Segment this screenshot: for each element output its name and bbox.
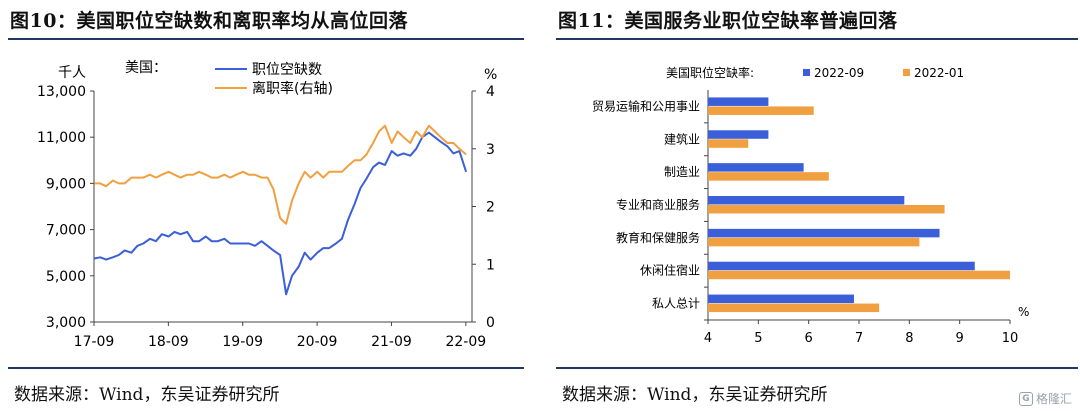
bar [708, 237, 920, 247]
top-rule [556, 38, 1078, 40]
category-label: 建筑业 [664, 131, 700, 146]
x-tick-label: 9 [956, 331, 964, 346]
y-tick-label-left: 11,000 [37, 130, 86, 146]
bar [708, 97, 769, 106]
y-tick-label-left: 5,000 [46, 269, 86, 285]
legend-prefix: 美国职位空缺率: [666, 65, 754, 80]
x-tick-label: 4 [704, 331, 712, 346]
x-tick-label: 17-09 [74, 334, 115, 350]
category-label: 休闲住宿业 [640, 263, 700, 278]
source-note: 数据来源：Wind，东吴证券研究所 [14, 385, 280, 405]
watermark: G 格隆汇 [1018, 390, 1072, 407]
legend-label: 职位空缺数 [252, 62, 322, 78]
x-tick-label: 6 [805, 331, 813, 346]
legend-swatch [903, 69, 910, 76]
top-rule [8, 38, 524, 40]
bar [708, 294, 854, 304]
x-tick-label: 21-09 [371, 334, 412, 350]
category-label: 贸易运输和公用事业 [592, 98, 700, 113]
line-chart: 3,000 5,000 7,000 9,000 11,000 13,000 0 1 2 3 4 17-… [37, 60, 497, 350]
figure-title: 图11：美国服务业职位空缺率普遍回落 [558, 10, 898, 32]
legend-label: 2022-09 [814, 66, 864, 80]
bar [708, 163, 804, 172]
x-tick-label: 10 [1002, 331, 1019, 346]
y-tick-label-right: 1 [486, 257, 495, 273]
x-tick-label: 7 [855, 331, 863, 346]
bar [708, 228, 940, 238]
legend-prefix: 美国： [125, 60, 167, 76]
bar [708, 172, 829, 181]
x-axis-unit: % [1018, 305, 1029, 319]
x-tick-label: 19-09 [222, 334, 263, 350]
bar [708, 139, 749, 148]
x-tick-label: 22-09 [445, 334, 486, 350]
category-label: 制造业 [664, 165, 700, 179]
x-tick-label: 18-09 [148, 334, 189, 350]
right-figure: 图11：美国服务业职位空缺率普遍回落 4 5 6 7 8 9 10% 贸易运输和公用事业建筑业… [548, 0, 1080, 411]
legend-label: 2022-01 [914, 66, 964, 80]
bar [708, 205, 945, 214]
right-axis-unit: % [484, 67, 497, 83]
bar-chart: 4 5 6 7 8 9 10% 贸易运输和公用事业建筑业制造业专业和商业服务教育和保健服务休闲… [592, 65, 1029, 346]
y-tick-label-left: 9,000 [46, 176, 86, 192]
figure-title: 图10：美国职位空缺数和离职率均从高位回落 [10, 10, 408, 32]
left-axis-unit: 千人 [58, 65, 86, 81]
y-tick-label-right: 2 [486, 200, 495, 216]
y-tick-label-right: 4 [486, 84, 495, 100]
category-label: 私人总计 [652, 297, 700, 311]
bottom-rule [556, 367, 1078, 369]
watermark-logo-icon: G [1018, 391, 1033, 406]
bar [708, 261, 975, 271]
category-label: 教育和保健服务 [616, 230, 700, 245]
series-line [94, 131, 468, 296]
bar [708, 106, 814, 115]
y-tick-label-left: 13,000 [37, 84, 86, 100]
legend-label: 离职率(右轴) [252, 80, 333, 97]
y-tick-label-right: 0 [486, 315, 495, 331]
y-tick-label-right: 3 [486, 142, 495, 158]
y-tick-label-left: 3,000 [46, 315, 86, 331]
y-tick-label-left: 7,000 [46, 223, 86, 239]
bottom-rule [8, 367, 524, 369]
watermark-text: 格隆汇 [1035, 392, 1072, 406]
category-label: 专业和商业服务 [616, 197, 700, 212]
x-tick-label: 8 [905, 331, 913, 346]
bar [708, 270, 1010, 280]
bar [708, 303, 880, 313]
legend-swatch [803, 69, 810, 76]
source-note: 数据来源：Wind，东吴证券研究所 [562, 385, 828, 405]
bar [708, 130, 769, 139]
x-tick-label: 20-09 [297, 334, 338, 350]
x-tick-label: 5 [754, 331, 762, 346]
series-line [94, 124, 467, 225]
bar [708, 196, 905, 205]
left-figure: 图10：美国职位空缺数和离职率均从高位回落 3,000 5,000 7,000 9,0… [0, 0, 526, 411]
